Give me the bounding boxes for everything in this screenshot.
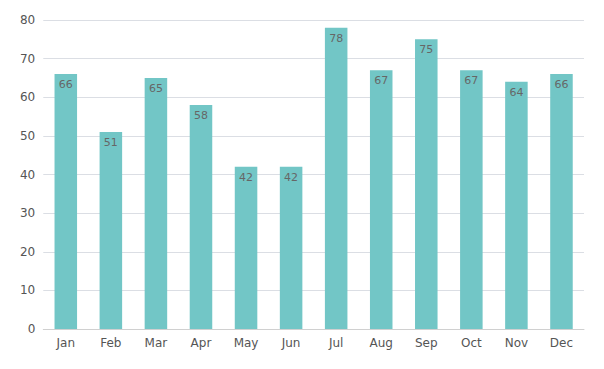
svg-text:66: 66 <box>554 78 568 91</box>
svg-text:Nov: Nov <box>505 336 528 350</box>
svg-text:50: 50 <box>20 129 35 143</box>
svg-text:60: 60 <box>20 90 35 104</box>
svg-text:Mar: Mar <box>145 336 168 350</box>
svg-text:Sep: Sep <box>415 336 438 350</box>
svg-text:51: 51 <box>104 136 118 149</box>
svg-text:10: 10 <box>20 283 35 297</box>
svg-text:Jul: Jul <box>328 336 343 350</box>
svg-text:66: 66 <box>59 78 73 91</box>
svg-text:30: 30 <box>20 206 35 220</box>
svg-text:64: 64 <box>509 86 523 99</box>
svg-text:58: 58 <box>194 109 208 122</box>
svg-text:0: 0 <box>28 322 36 336</box>
svg-text:20: 20 <box>20 245 35 259</box>
svg-text:Feb: Feb <box>100 336 121 350</box>
svg-text:78: 78 <box>329 32 343 45</box>
svg-text:70: 70 <box>20 52 35 66</box>
svg-text:42: 42 <box>284 171 298 184</box>
svg-text:Jun: Jun <box>281 336 301 350</box>
svg-text:Apr: Apr <box>191 336 212 350</box>
svg-text:80: 80 <box>20 13 35 27</box>
svg-text:Aug: Aug <box>370 336 393 350</box>
svg-text:Dec: Dec <box>550 336 573 350</box>
svg-text:Oct: Oct <box>461 336 482 350</box>
svg-text:40: 40 <box>20 168 35 182</box>
svg-text:75: 75 <box>419 43 433 56</box>
svg-text:Jan: Jan <box>56 336 76 350</box>
svg-text:67: 67 <box>374 74 388 87</box>
svg-text:67: 67 <box>464 74 478 87</box>
svg-text:42: 42 <box>239 171 253 184</box>
svg-text:May: May <box>234 336 259 350</box>
svg-text:65: 65 <box>149 82 163 95</box>
